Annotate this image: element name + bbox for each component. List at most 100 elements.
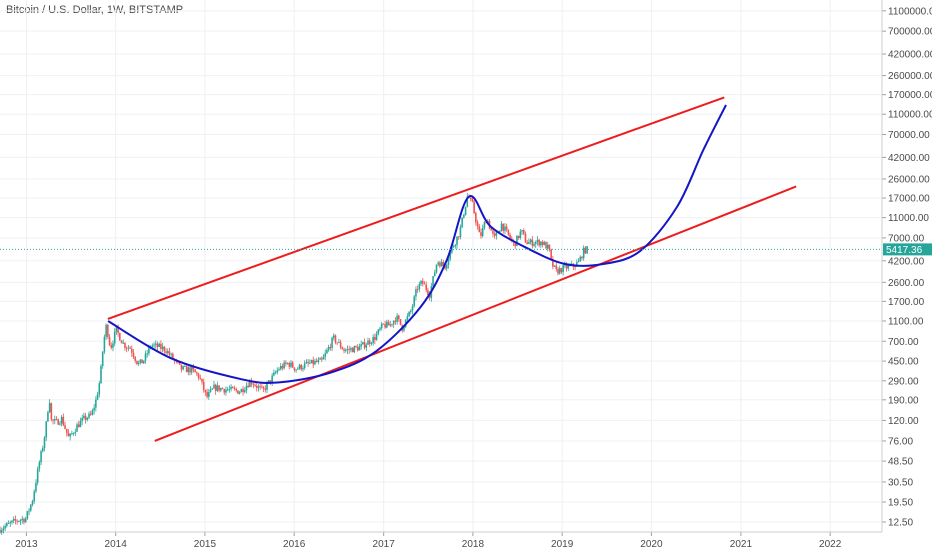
candle-body: [254, 384, 256, 386]
candle-body: [293, 367, 296, 371]
candle-body: [392, 320, 395, 325]
candle-body: [9, 522, 12, 524]
candle-body: [122, 342, 125, 344]
y-tick-label: 290.00: [888, 376, 919, 387]
y-tick-label: 1100.00: [888, 316, 924, 327]
candle-body: [399, 319, 402, 325]
candle-body: [358, 346, 361, 351]
candle-body: [204, 390, 207, 392]
candle-body: [72, 433, 75, 434]
candle-body: [396, 315, 398, 322]
candle-body: [451, 247, 453, 253]
candle-body: [67, 432, 70, 437]
candle-body: [348, 349, 350, 350]
candle-body: [141, 359, 143, 364]
candle-body: [517, 235, 520, 239]
candle-body: [322, 356, 325, 360]
candle-body: [184, 366, 186, 367]
candle-body: [346, 349, 349, 351]
candle-body: [48, 403, 51, 413]
candle-body: [178, 362, 181, 365]
candle-body: [255, 385, 258, 388]
candle-body: [567, 265, 570, 269]
candle-body: [548, 244, 551, 250]
candle-body: [302, 368, 304, 370]
y-tick-label: 450.00: [888, 357, 919, 368]
candle-body: [112, 343, 114, 348]
candle-body: [552, 258, 554, 267]
candle-body: [415, 289, 417, 297]
candle-body: [165, 351, 167, 353]
candle-body: [276, 370, 279, 373]
candle-body: [103, 336, 106, 352]
candle-body: [320, 358, 323, 360]
candle-body: [77, 424, 80, 428]
candle-body: [81, 417, 83, 422]
candle-body: [206, 391, 208, 397]
candle-body: [334, 335, 337, 343]
candle-body: [466, 196, 469, 207]
candle-body: [295, 369, 297, 371]
candle-body: [62, 416, 65, 426]
candle-body: [326, 350, 328, 354]
candle-body: [454, 244, 457, 247]
candle-body: [218, 385, 220, 391]
candle-body: [372, 337, 374, 344]
candle-body: [0, 530, 3, 533]
y-tick-label: 120.00: [888, 416, 919, 427]
candle-body: [464, 206, 467, 216]
candle-body: [60, 416, 63, 424]
candle-body: [389, 324, 392, 326]
candle-body: [202, 381, 205, 391]
candle-body: [259, 386, 261, 388]
candle-body: [124, 342, 126, 348]
candle-body: [158, 343, 160, 348]
candle-body: [444, 265, 446, 269]
y-tick-label: 11000.00: [888, 213, 929, 224]
candle-body: [377, 329, 380, 334]
candle-body: [427, 290, 429, 295]
candle-body: [221, 388, 224, 390]
x-tick-label: 2018: [462, 539, 485, 550]
candle-body: [586, 246, 588, 254]
candle-body: [220, 388, 222, 391]
candle-body: [235, 388, 238, 391]
candle-body: [317, 359, 320, 362]
candle-body: [151, 345, 154, 347]
y-tick-label: 700000.00: [888, 27, 932, 38]
candle-body: [298, 364, 301, 369]
candle-body: [363, 342, 366, 348]
candle-body: [30, 504, 32, 511]
candle-body: [356, 346, 359, 351]
candle-body: [375, 333, 378, 340]
candle-body: [16, 520, 18, 522]
candle-body: [290, 362, 292, 367]
x-tick-label: 2015: [194, 539, 217, 550]
candle-body: [461, 217, 463, 228]
y-tick-label: 110000.00: [888, 110, 932, 121]
candle-body: [495, 232, 498, 236]
candle-body: [240, 389, 243, 393]
candle-body: [557, 269, 559, 274]
candle-body: [230, 386, 232, 390]
candle-body: [65, 428, 68, 433]
candle-body: [540, 241, 542, 246]
candle-body: [543, 242, 546, 245]
candle-body: [562, 265, 564, 273]
candle-body: [291, 362, 294, 368]
candle-body: [514, 242, 517, 247]
candle-body: [223, 389, 226, 393]
candle-body: [305, 361, 308, 364]
candle-body: [281, 365, 284, 369]
candle-body: [172, 353, 174, 360]
candle-body: [339, 342, 342, 348]
candle-body: [160, 343, 162, 349]
candle-body: [526, 242, 528, 245]
candle-body: [137, 362, 140, 365]
candle-body: [445, 264, 448, 269]
y-tick-label: 1100000.00: [888, 6, 932, 17]
candle-body: [55, 419, 58, 420]
y-tick-label: 7000.00: [888, 233, 925, 244]
candle-body: [411, 306, 414, 311]
